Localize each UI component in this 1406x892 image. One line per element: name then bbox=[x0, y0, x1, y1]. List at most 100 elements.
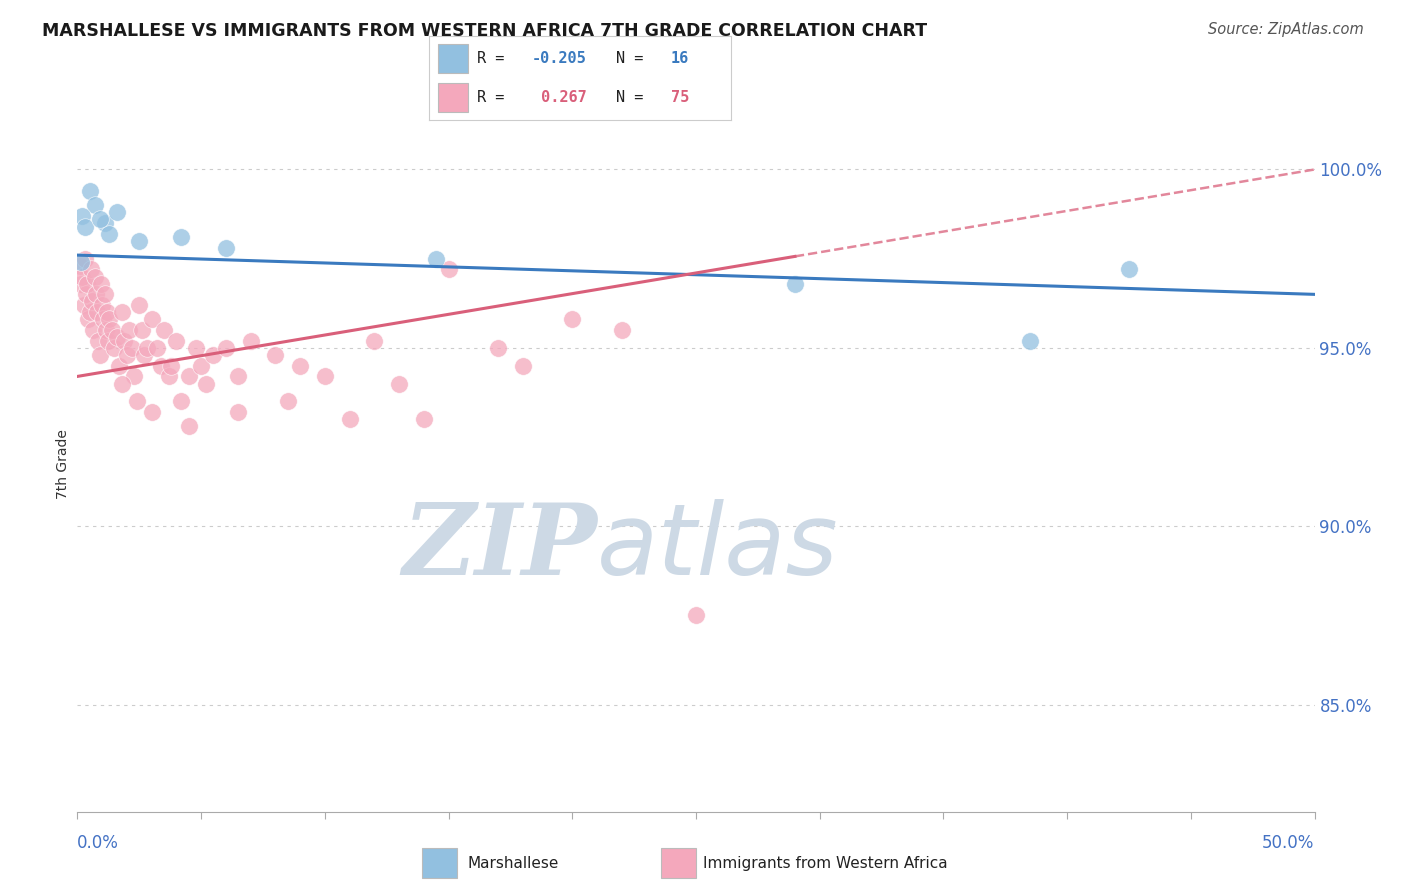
Point bbox=[118, 323, 141, 337]
FancyBboxPatch shape bbox=[437, 44, 468, 73]
Point bbox=[70, 255, 93, 269]
Point bbox=[363, 334, 385, 348]
Point bbox=[170, 230, 193, 244]
Point bbox=[288, 359, 311, 373]
Point bbox=[157, 369, 180, 384]
Point bbox=[128, 234, 150, 248]
Point bbox=[84, 287, 107, 301]
Point bbox=[98, 227, 121, 241]
Point bbox=[97, 334, 120, 348]
Point bbox=[141, 312, 163, 326]
Point bbox=[226, 405, 249, 419]
Point bbox=[91, 312, 114, 326]
Point bbox=[141, 405, 163, 419]
Text: Immigrants from Western Africa: Immigrants from Western Africa bbox=[703, 855, 948, 871]
Point bbox=[76, 277, 98, 291]
Point bbox=[89, 348, 111, 362]
Point bbox=[425, 252, 447, 266]
Point bbox=[1019, 334, 1042, 348]
Point bbox=[215, 341, 238, 355]
Point bbox=[111, 305, 134, 319]
Point bbox=[72, 209, 94, 223]
Text: R =: R = bbox=[477, 51, 513, 66]
Point bbox=[93, 287, 115, 301]
Point bbox=[103, 341, 125, 355]
Point bbox=[512, 359, 534, 373]
Point bbox=[105, 330, 128, 344]
Point bbox=[437, 262, 460, 277]
Point bbox=[87, 334, 110, 348]
Point bbox=[215, 241, 238, 255]
Point bbox=[86, 305, 108, 319]
Text: Marshallese: Marshallese bbox=[467, 855, 558, 871]
Text: N =: N = bbox=[616, 90, 652, 105]
Point bbox=[96, 305, 118, 319]
Point bbox=[73, 219, 96, 234]
Point bbox=[150, 359, 173, 373]
Point bbox=[82, 323, 104, 337]
Point bbox=[72, 269, 94, 284]
FancyBboxPatch shape bbox=[661, 848, 696, 878]
Y-axis label: 7th Grade: 7th Grade bbox=[56, 429, 70, 499]
Point bbox=[115, 348, 138, 362]
Point bbox=[108, 359, 131, 373]
Point bbox=[121, 341, 143, 355]
Point bbox=[93, 216, 115, 230]
Text: ZIP: ZIP bbox=[402, 500, 598, 596]
Text: MARSHALLESE VS IMMIGRANTS FROM WESTERN AFRICA 7TH GRADE CORRELATION CHART: MARSHALLESE VS IMMIGRANTS FROM WESTERN A… bbox=[42, 22, 928, 40]
Point bbox=[91, 298, 114, 312]
Point bbox=[111, 376, 134, 391]
Point bbox=[339, 412, 361, 426]
Point bbox=[165, 334, 187, 348]
Point bbox=[73, 252, 96, 266]
Point bbox=[69, 259, 91, 273]
Point bbox=[412, 412, 434, 426]
FancyBboxPatch shape bbox=[437, 83, 468, 112]
Point bbox=[226, 369, 249, 384]
Point bbox=[134, 348, 156, 362]
Point bbox=[122, 369, 145, 384]
Point bbox=[277, 394, 299, 409]
Text: N =: N = bbox=[616, 51, 652, 66]
Point bbox=[83, 198, 105, 212]
Text: 75: 75 bbox=[671, 90, 689, 105]
Point bbox=[82, 294, 104, 309]
Point bbox=[202, 348, 225, 362]
Point bbox=[105, 205, 128, 219]
Text: -0.205: -0.205 bbox=[531, 51, 586, 66]
Point bbox=[190, 359, 212, 373]
Point bbox=[80, 262, 103, 277]
Point bbox=[135, 341, 157, 355]
Point bbox=[388, 376, 411, 391]
Point bbox=[177, 369, 200, 384]
Point bbox=[83, 269, 105, 284]
Point bbox=[177, 419, 200, 434]
Point bbox=[101, 323, 124, 337]
Text: 0.267: 0.267 bbox=[531, 90, 586, 105]
Point bbox=[89, 212, 111, 227]
Point bbox=[77, 312, 100, 326]
FancyBboxPatch shape bbox=[422, 848, 457, 878]
Point bbox=[90, 277, 112, 291]
Point bbox=[610, 323, 633, 337]
Point bbox=[1118, 262, 1140, 277]
Text: R =: R = bbox=[477, 90, 513, 105]
Point bbox=[79, 184, 101, 198]
Point bbox=[170, 394, 193, 409]
Text: 16: 16 bbox=[671, 51, 689, 66]
Point bbox=[70, 277, 93, 291]
Text: 50.0%: 50.0% bbox=[1263, 834, 1315, 852]
Text: 0.0%: 0.0% bbox=[77, 834, 120, 852]
Point bbox=[94, 323, 117, 337]
Point bbox=[128, 298, 150, 312]
Point bbox=[125, 394, 148, 409]
Point bbox=[79, 305, 101, 319]
Point bbox=[783, 277, 806, 291]
Point bbox=[153, 323, 176, 337]
Text: Source: ZipAtlas.com: Source: ZipAtlas.com bbox=[1208, 22, 1364, 37]
Point bbox=[314, 369, 336, 384]
Point bbox=[72, 298, 94, 312]
Point bbox=[184, 341, 207, 355]
Point bbox=[195, 376, 218, 391]
Point bbox=[264, 348, 287, 362]
